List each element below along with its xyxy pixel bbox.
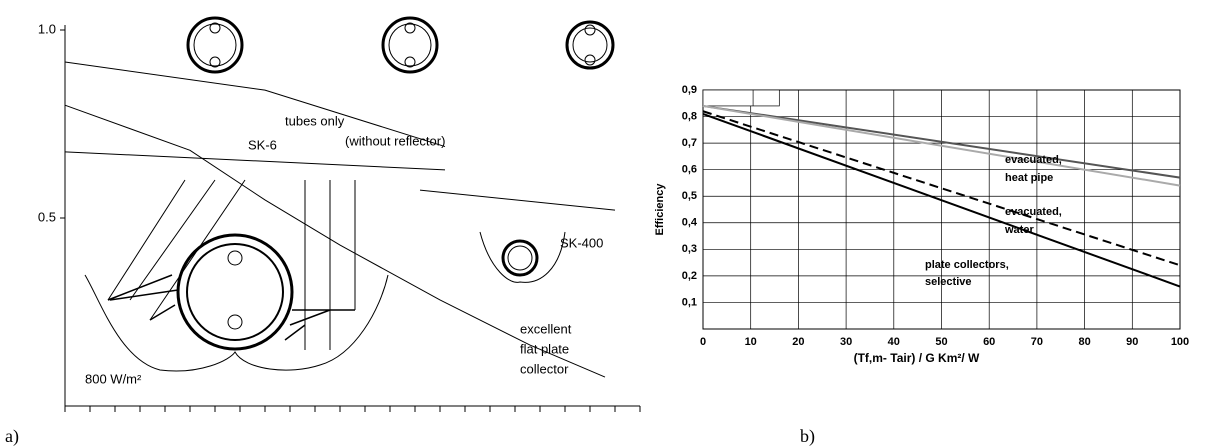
x-tick-label: 10	[745, 336, 757, 348]
annotation: plate collectors,	[925, 259, 1009, 271]
y-tick-label: 0,9	[682, 84, 697, 96]
y-tick-label: 0,5	[682, 190, 697, 202]
annotation: SK-6	[248, 137, 277, 152]
illustration	[84, 16, 615, 372]
annotation: heat pipe	[1005, 172, 1053, 184]
annotation: evacuated,	[1005, 154, 1062, 166]
x-tick-label: 90	[1126, 336, 1138, 348]
panel-label: b)	[800, 426, 815, 447]
series-line	[64, 151, 446, 171]
chart: 1.0 0.5 tubes only(without reflector) SK-6 S…	[5, 21, 641, 447]
series-line	[702, 104, 1181, 179]
annotation: (without reflector)	[345, 133, 445, 148]
x-tick-label: 50	[935, 336, 947, 348]
y-tick-label: 0,4	[682, 217, 698, 229]
y-tick-label: 0,1	[682, 296, 697, 308]
annotation: 800 W/m²	[85, 371, 142, 386]
annotation: evacuated,	[1005, 206, 1062, 218]
x-tick-label: 20	[792, 336, 804, 348]
x-tick-label: 0	[700, 336, 706, 348]
y-tick-label: 0,3	[682, 243, 697, 255]
annotation: flat plate	[520, 341, 569, 356]
series-line	[419, 189, 616, 211]
x-tick-label: 80	[1078, 336, 1090, 348]
annotation: SK-400	[560, 235, 603, 250]
series-line	[64, 104, 606, 378]
series-line	[702, 112, 1181, 288]
x-tick-label: 60	[983, 336, 995, 348]
annotation: collector	[520, 361, 569, 376]
y-tick-label: 0,7	[682, 137, 697, 149]
y-tick-label: 0,8	[682, 110, 697, 122]
series-line	[702, 104, 1181, 187]
key-box	[702, 89, 780, 107]
x-tick-label: 100	[1171, 336, 1189, 348]
x-tick-label: 70	[1031, 336, 1043, 348]
series-line	[64, 61, 446, 148]
y-tick-label: 0.5	[38, 209, 56, 224]
y-tick-label: 0,6	[682, 164, 697, 176]
chart: 0,1 0,2 0,3 0,4 0,5 0,6 0,7 0,8 0,9 0 10 20 30 40 50 60…	[654, 84, 1189, 447]
annotation: excellent	[520, 321, 572, 336]
y-tick-label: 1.0	[38, 21, 56, 36]
annotation: water	[1004, 224, 1034, 236]
y-axis-label: Efficiency	[654, 183, 666, 236]
x-axis-label: (Tf,m- Tair) / G Km²/ W	[854, 351, 980, 365]
annotation: tubes only	[285, 113, 345, 128]
annotation: selective	[925, 276, 971, 288]
y-tick-label: 0,2	[682, 270, 697, 282]
x-tick-label: 30	[840, 336, 852, 348]
plot-frame	[702, 89, 1181, 330]
panel-label: a)	[5, 426, 19, 447]
x-tick-label: 40	[888, 336, 900, 348]
